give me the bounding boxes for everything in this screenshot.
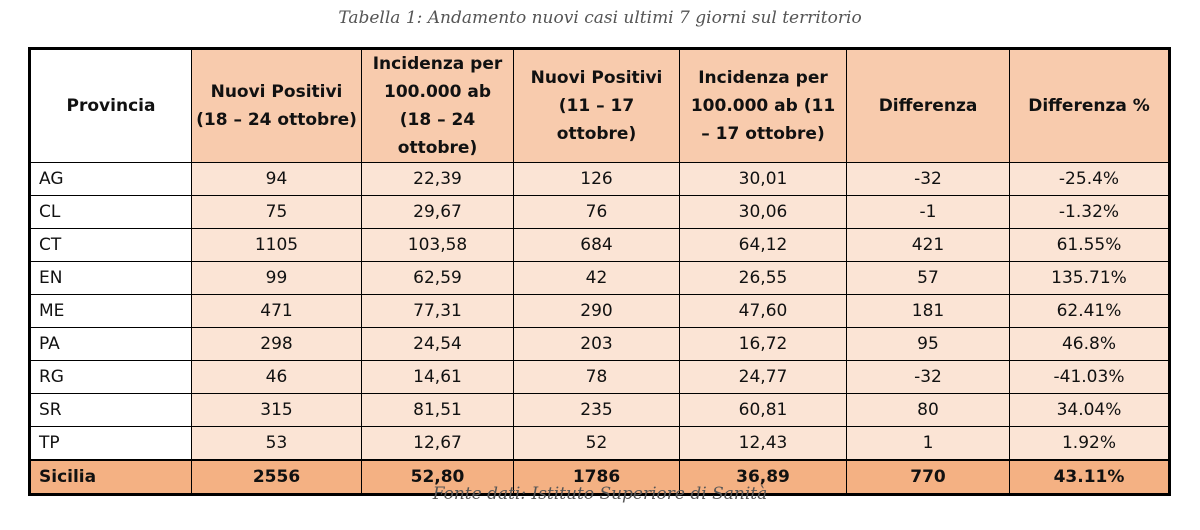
header-cell: Provincia — [29, 48, 192, 163]
cell: 298 — [191, 327, 362, 361]
cell: 47,60 — [679, 294, 847, 328]
cell: 46.8% — [1009, 327, 1170, 361]
cell: ME — [29, 294, 192, 328]
cell: 135.71% — [1009, 261, 1170, 295]
total-cell: 1786 — [513, 459, 680, 495]
table-body: AG 94 22,39 126 30,01 -32 -25.4% CL 75 29,67 76 30,… — [29, 162, 1170, 495]
cell: CT — [29, 228, 192, 262]
cell: 99 — [191, 261, 362, 295]
cell: 62.41% — [1009, 294, 1170, 328]
cell: 1105 — [191, 228, 362, 262]
cell: 126 — [513, 162, 680, 196]
cell: 421 — [846, 228, 1010, 262]
cell: 80 — [846, 393, 1010, 427]
total-row: Sicilia 2556 52,80 1786 36,89 770 43.11% — [29, 459, 1170, 495]
cell: 315 — [191, 393, 362, 427]
source: Fonte dati: Istituto Superiore di Sanità — [432, 484, 768, 504]
total-cell: Sicilia — [29, 459, 192, 495]
cell: TP — [29, 426, 192, 461]
cell: 684 — [513, 228, 680, 262]
cell: CL — [29, 195, 192, 229]
table: Provincia Nuovi Positivi (18 – 24 ottobre… — [28, 47, 1171, 496]
cell: -25.4% — [1009, 162, 1170, 196]
cell: 60,81 — [679, 393, 847, 427]
cell: -32 — [846, 360, 1010, 394]
cell: 46 — [191, 360, 362, 394]
cell: 78 — [513, 360, 680, 394]
cell: SR — [29, 393, 192, 427]
cell: 61.55% — [1009, 228, 1170, 262]
header-cell: Nuovi Positivi (11 – 17 ottobre) — [513, 48, 680, 163]
total-cell: 36,89 — [679, 459, 847, 495]
cell: 52 — [513, 426, 680, 461]
row: SR 315 81,51 235 60,81 80 34.04% — [29, 393, 1170, 427]
header-cell: Incidenza per 100.000 ab (18 – 24 ottobr… — [361, 48, 514, 163]
header-row: Provincia Nuovi Positivi (18 – 24 ottobre… — [29, 48, 1170, 163]
row: CT 1105 103,58 684 64,12 421 61.55% — [29, 228, 1170, 262]
cell: 290 — [513, 294, 680, 328]
total-cell: 770 — [846, 459, 1010, 495]
cell: 95 — [846, 327, 1010, 361]
cell: 471 — [191, 294, 362, 328]
cell: 16,72 — [679, 327, 847, 361]
cell: 75 — [191, 195, 362, 229]
cell: 203 — [513, 327, 680, 361]
header-cell: Differenza — [846, 48, 1010, 163]
total-cell: 52,80 — [361, 459, 514, 495]
cell: -32 — [846, 162, 1010, 196]
cell: 103,58 — [361, 228, 514, 262]
cell: 30,01 — [679, 162, 847, 196]
row: TP 53 12,67 52 12,43 1 1.92% — [29, 426, 1170, 461]
row: AG 94 22,39 126 30,01 -32 -25.4% — [29, 162, 1170, 196]
cell: 76 — [513, 195, 680, 229]
cell: PA — [29, 327, 192, 361]
total-cell: 43.11% — [1009, 459, 1170, 495]
cell: 24,77 — [679, 360, 847, 394]
cell: -1 — [846, 195, 1010, 229]
cell: 24,54 — [361, 327, 514, 361]
row: PA 298 24,54 203 16,72 95 46.8% — [29, 327, 1170, 361]
row: EN 99 62,59 42 26,55 57 135.71% — [29, 261, 1170, 295]
cell: 12,67 — [361, 426, 514, 461]
cell: 94 — [191, 162, 362, 196]
cell: 77,31 — [361, 294, 514, 328]
cell: -1.32% — [1009, 195, 1170, 229]
cell: 64,12 — [679, 228, 847, 262]
cell: 1.92% — [1009, 426, 1170, 461]
cell: 29,67 — [361, 195, 514, 229]
cell: 42 — [513, 261, 680, 295]
row: CL 75 29,67 76 30,06 -1 -1.32% — [29, 195, 1170, 229]
cell: 57 — [846, 261, 1010, 295]
cell: RG — [29, 360, 192, 394]
row: RG 46 14,61 78 24,77 -32 -41.03% — [29, 360, 1170, 394]
cell: EN — [29, 261, 192, 295]
cell: 30,06 — [679, 195, 847, 229]
cell: 62,59 — [361, 261, 514, 295]
cell: 1 — [846, 426, 1010, 461]
cell: 81,51 — [361, 393, 514, 427]
cell: 12,43 — [679, 426, 847, 461]
header-cell: Differenza % — [1009, 48, 1170, 163]
cell: 14,61 — [361, 360, 514, 394]
header-cell: Incidenza per 100.000 ab (11 – 17 ottobr… — [679, 48, 847, 163]
cell: 181 — [846, 294, 1010, 328]
cell: -41.03% — [1009, 360, 1170, 394]
cell: 235 — [513, 393, 680, 427]
header-cell: Nuovi Positivi (18 – 24 ottobre) — [191, 48, 362, 163]
cell: AG — [29, 162, 192, 196]
cell: 34.04% — [1009, 393, 1170, 427]
row: ME 471 77,31 290 47,60 181 62.41% — [29, 294, 1170, 328]
caption: Tabella 1: Andamento nuovi casi ultimi 7… — [338, 8, 862, 28]
cell: 22,39 — [361, 162, 514, 196]
cell: 26,55 — [679, 261, 847, 295]
cell: 53 — [191, 426, 362, 461]
